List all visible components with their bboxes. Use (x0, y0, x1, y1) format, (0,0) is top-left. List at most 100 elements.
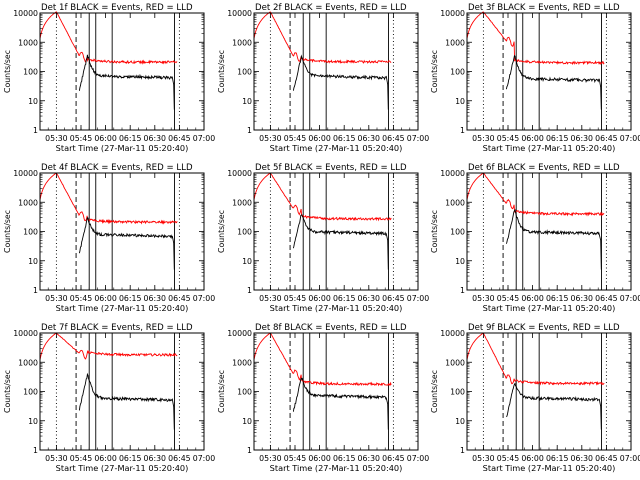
y-tick-label: 1000 (18, 38, 38, 47)
y-tick-label: 100 (237, 388, 252, 397)
x-tick-label: 05:45 (497, 294, 520, 303)
series-lld-line (466, 11, 605, 66)
series-events-line (506, 382, 602, 430)
y-tick-label: 1 (460, 446, 465, 455)
series-events-line (505, 208, 602, 270)
x-tick-label: 05:45 (497, 134, 520, 143)
x-tick-label: 06:45 (595, 134, 618, 143)
x-tick-label: 07:00 (193, 134, 216, 143)
y-tick-label: 1 (460, 126, 465, 135)
x-tick-label: 06:15 (119, 294, 142, 303)
y-tick-label: 100 (450, 388, 465, 397)
series-events-line (78, 54, 175, 110)
y-tick-label: 100 (23, 228, 38, 237)
panel-det-5: Det 5f BLACK = Events, RED = LLD 1 10 100 10… (217, 163, 429, 313)
x-tick-label: 07:00 (407, 134, 430, 143)
x-tick-label: 06:15 (546, 294, 569, 303)
x-axis-label: Start Time (27-Mar-11 05:20:40) (483, 303, 616, 313)
y-tick-label: 10000 (13, 9, 38, 18)
y-tick-label: 1 (33, 126, 38, 135)
x-tick-label: 05:30 (45, 454, 68, 463)
x-axis-label: Start Time (27-Mar-11 05:20:40) (483, 463, 616, 473)
series-events-line (505, 54, 602, 110)
panel-title: Det 6f BLACK = Events, RED = LLD (468, 163, 620, 173)
x-axis-label: Start Time (27-Mar-11 05:20:40) (270, 303, 403, 313)
y-tick-label: 100 (450, 228, 465, 237)
y-tick-label: 1 (460, 286, 465, 295)
x-tick-label: 06:45 (382, 294, 405, 303)
y-tick-label: 10 (28, 97, 38, 106)
y-axis-label: Counts/sec (3, 370, 12, 413)
y-tick-label: 1000 (445, 198, 465, 207)
x-tick-label: 06:00 (308, 454, 331, 463)
x-tick-label: 05:30 (45, 134, 68, 143)
y-axis-label: Counts/sec (430, 50, 439, 93)
series-lld-line (466, 172, 605, 217)
x-tick-label: 06:30 (144, 134, 167, 143)
x-tick-label: 06:00 (94, 294, 117, 303)
x-tick-label: 05:45 (497, 454, 520, 463)
y-tick-label: 10000 (440, 9, 465, 18)
x-tick-label: 06:00 (521, 134, 544, 143)
y-axis-label: Counts/sec (3, 210, 12, 253)
y-tick-label: 10000 (227, 169, 252, 178)
panel-det-7: Det 7f BLACK = Events, RED = LLD 1 10 100 10… (3, 323, 215, 473)
x-tick-label: 06:30 (358, 294, 381, 303)
x-tick-label: 07:00 (620, 294, 640, 303)
x-tick-label: 06:30 (571, 454, 594, 463)
x-tick-label: 06:15 (119, 134, 142, 143)
y-tick-label: 10000 (440, 169, 465, 178)
x-tick-label: 06:45 (382, 454, 405, 463)
series-lld-line (253, 11, 392, 64)
y-tick-label: 1000 (445, 358, 465, 367)
y-tick-label: 100 (237, 68, 252, 77)
series-lld-line (466, 332, 605, 386)
x-axis-label: Start Time (27-Mar-11 05:20:40) (270, 143, 403, 153)
panel-det-9: Det 9f BLACK = Events, RED = LLD 1 10 100 10… (430, 323, 640, 473)
x-tick-label: 06:00 (94, 454, 117, 463)
x-tick-label: 05:45 (284, 294, 307, 303)
x-tick-label: 05:30 (259, 134, 282, 143)
x-tick-label: 05:45 (70, 454, 93, 463)
y-tick-label: 1000 (18, 198, 38, 207)
y-tick-label: 100 (23, 388, 38, 397)
y-axis-label: Counts/sec (3, 50, 12, 93)
x-tick-label: 05:30 (259, 294, 282, 303)
y-axis-label: Counts/sec (217, 210, 226, 253)
series-events-line (78, 372, 175, 430)
y-tick-label: 10 (28, 257, 38, 266)
panel-title: Det 7f BLACK = Events, RED = LLD (41, 323, 193, 333)
x-axis-label: Start Time (27-Mar-11 05:20:40) (56, 463, 189, 473)
y-tick-label: 10000 (440, 329, 465, 338)
y-tick-label: 1000 (232, 198, 252, 207)
y-tick-label: 100 (23, 68, 38, 77)
x-axis-label: Start Time (27-Mar-11 05:20:40) (483, 143, 616, 153)
y-tick-label: 10000 (13, 329, 38, 338)
x-tick-label: 06:45 (168, 134, 191, 143)
y-axis-label: Counts/sec (430, 370, 439, 413)
x-tick-label: 05:30 (472, 454, 495, 463)
y-tick-label: 1000 (445, 38, 465, 47)
y-axis-label: Counts/sec (217, 370, 226, 413)
x-tick-label: 07:00 (620, 454, 640, 463)
y-tick-label: 10 (242, 97, 252, 106)
x-tick-label: 06:00 (308, 294, 331, 303)
y-tick-label: 10 (242, 257, 252, 266)
x-tick-label: 06:15 (546, 454, 569, 463)
panel-title: Det 5f BLACK = Events, RED = LLD (255, 163, 407, 173)
x-tick-label: 06:45 (595, 294, 618, 303)
y-tick-label: 1 (33, 446, 38, 455)
x-tick-label: 07:00 (620, 134, 640, 143)
x-tick-label: 06:30 (144, 454, 167, 463)
panel-det-1: Det 1f BLACK = Events, RED = LLD 1 10 100 10… (3, 3, 215, 153)
y-tick-label: 10 (28, 417, 38, 426)
y-tick-label: 1000 (232, 38, 252, 47)
x-tick-label: 06:45 (168, 454, 191, 463)
x-tick-label: 06:15 (333, 134, 356, 143)
series-events-line (292, 214, 389, 270)
x-tick-label: 06:00 (94, 134, 117, 143)
panel-det-6: Det 6f BLACK = Events, RED = LLD 1 10 100 10… (430, 163, 640, 313)
y-tick-label: 10000 (227, 329, 252, 338)
y-tick-label: 10 (455, 417, 465, 426)
